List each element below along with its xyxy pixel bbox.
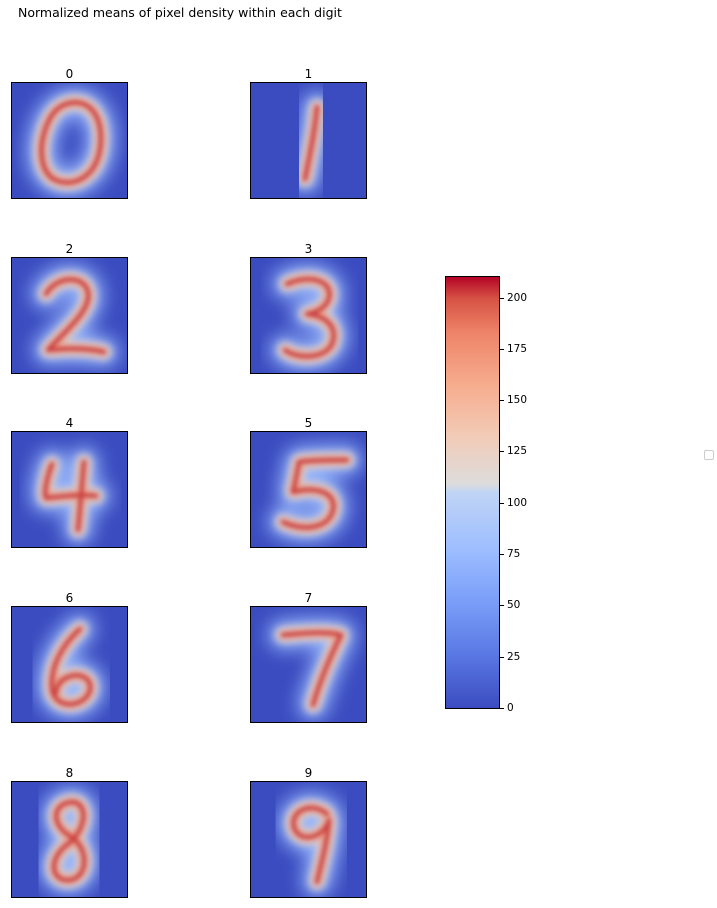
heatmap-svg	[270, 264, 349, 372]
panel-title: 8	[65, 766, 74, 780]
digit-density-stroke	[43, 460, 98, 532]
digit-heatmap	[11, 257, 128, 374]
heatmap-svg	[268, 445, 362, 543]
digit-heatmap	[11, 431, 128, 548]
panel-title: 4	[65, 416, 74, 430]
digit-panel-9: 9	[250, 765, 367, 898]
digit-heatmap	[11, 781, 128, 898]
colorbar-tick-label: 175	[507, 342, 528, 355]
colorbar-tick	[499, 605, 504, 607]
colorbar-tick-label: 25	[507, 650, 521, 663]
panel-title: 9	[304, 766, 313, 780]
panel-title: 7	[304, 591, 313, 605]
panel-title: 6	[65, 591, 74, 605]
colorbar-tick-label: 150	[507, 394, 528, 407]
colorbar-tick	[499, 708, 504, 709]
digit-heatmap	[250, 431, 367, 548]
heatmap-svg	[30, 447, 111, 545]
colorbar-tick-label: 125	[507, 445, 528, 458]
colorbar-tick	[499, 400, 504, 402]
digit-density-stroke	[52, 800, 87, 883]
heatmap-svg	[278, 792, 344, 897]
digit-density-stroke	[303, 105, 319, 181]
colorbar-tick-label: 50	[507, 599, 521, 612]
digit-density-stroke	[281, 458, 349, 530]
heatmap-svg	[36, 614, 106, 719]
digit-heatmap	[250, 82, 367, 199]
panel-title: 0	[65, 67, 74, 81]
colorbar-tick	[499, 554, 504, 556]
digit-density-stroke	[39, 100, 103, 185]
colorbar-tick	[499, 348, 504, 350]
digit-heatmap	[11, 82, 128, 199]
panel-title: 5	[304, 416, 313, 430]
heatmap-svg	[26, 87, 116, 198]
panel-title: 2	[65, 242, 74, 256]
colorbar-tick	[499, 451, 504, 453]
digit-density-stroke	[291, 805, 331, 884]
colorbar-tick	[499, 502, 504, 504]
colorbar-tick-label: 75	[507, 548, 521, 561]
digit-density-stroke	[44, 277, 106, 354]
heatmap-svg	[39, 787, 100, 895]
colorbar-tick	[499, 297, 504, 299]
digit-panel-8: 8	[11, 765, 128, 898]
digit-density-stroke	[49, 627, 93, 706]
digit-heatmap	[250, 257, 367, 374]
digit-panel-1: 1	[250, 66, 367, 199]
digit-panel-6: 6	[11, 590, 128, 723]
heatmap-svg	[31, 264, 119, 367]
digit-heatmap	[250, 781, 367, 898]
digit-density-stroke	[283, 277, 336, 359]
digit-heatmap	[250, 606, 367, 723]
digit-panel-3: 3	[250, 241, 367, 374]
colorbar	[445, 276, 500, 709]
colorbar-tick-label: 0	[507, 702, 514, 714]
panel-title: 3	[304, 242, 313, 256]
heatmap-svg	[290, 92, 332, 194]
digit-panel-4: 4	[11, 415, 128, 548]
figure-suptitle: Normalized means of pixel density within…	[18, 5, 342, 20]
digit-panel-2: 2	[11, 241, 128, 374]
digit-heatmap	[11, 606, 128, 723]
digit-panel-7: 7	[250, 590, 367, 723]
colorbar-tick	[499, 656, 504, 658]
digit-density-stroke	[281, 630, 343, 707]
colorbar-tick-label: 100	[507, 496, 528, 509]
heatmap-svg	[268, 617, 356, 720]
colorbar-tick-label: 200	[507, 291, 528, 304]
digit-panel-5: 5	[250, 415, 367, 548]
digit-panel-0: 0	[11, 66, 128, 199]
empty-legend	[704, 450, 714, 460]
panel-title: 1	[304, 67, 313, 81]
